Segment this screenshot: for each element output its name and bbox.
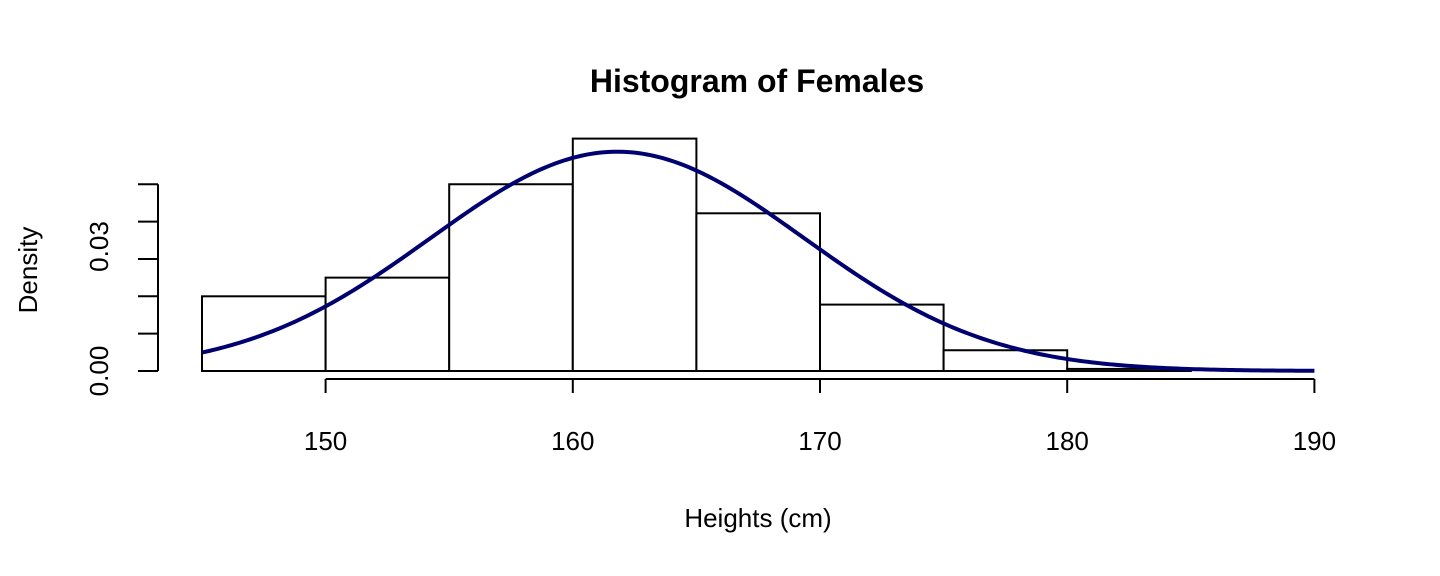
x-tick-label-1: 150 xyxy=(304,426,347,456)
chart-title: Histogram of Females xyxy=(590,63,924,99)
x-tick-label-4: 180 xyxy=(1046,426,1089,456)
y-axis-label: Density xyxy=(13,227,43,314)
x-tick-label-5: 190 xyxy=(1293,426,1336,456)
density-curve xyxy=(201,149,1315,373)
y-tick-label-1: 0.00 xyxy=(84,346,114,397)
histogram-bar-7 xyxy=(942,349,1069,372)
x-tick-label-3: 170 xyxy=(798,426,841,456)
histogram-bar-3 xyxy=(448,183,574,372)
histogram-bar-4 xyxy=(571,137,698,372)
histogram-bar-2 xyxy=(324,276,451,372)
x-axis-label: Heights (cm) xyxy=(684,503,831,533)
x-axis: 150 160 170 180 190 xyxy=(304,378,1336,456)
y-axis: 0.00 0.03 xyxy=(84,183,159,397)
y-tick-label-2: 0.03 xyxy=(84,221,114,272)
x-tick-label-2: 160 xyxy=(551,426,594,456)
histogram-bar-5 xyxy=(695,212,822,372)
histogram-bars xyxy=(201,137,1192,373)
